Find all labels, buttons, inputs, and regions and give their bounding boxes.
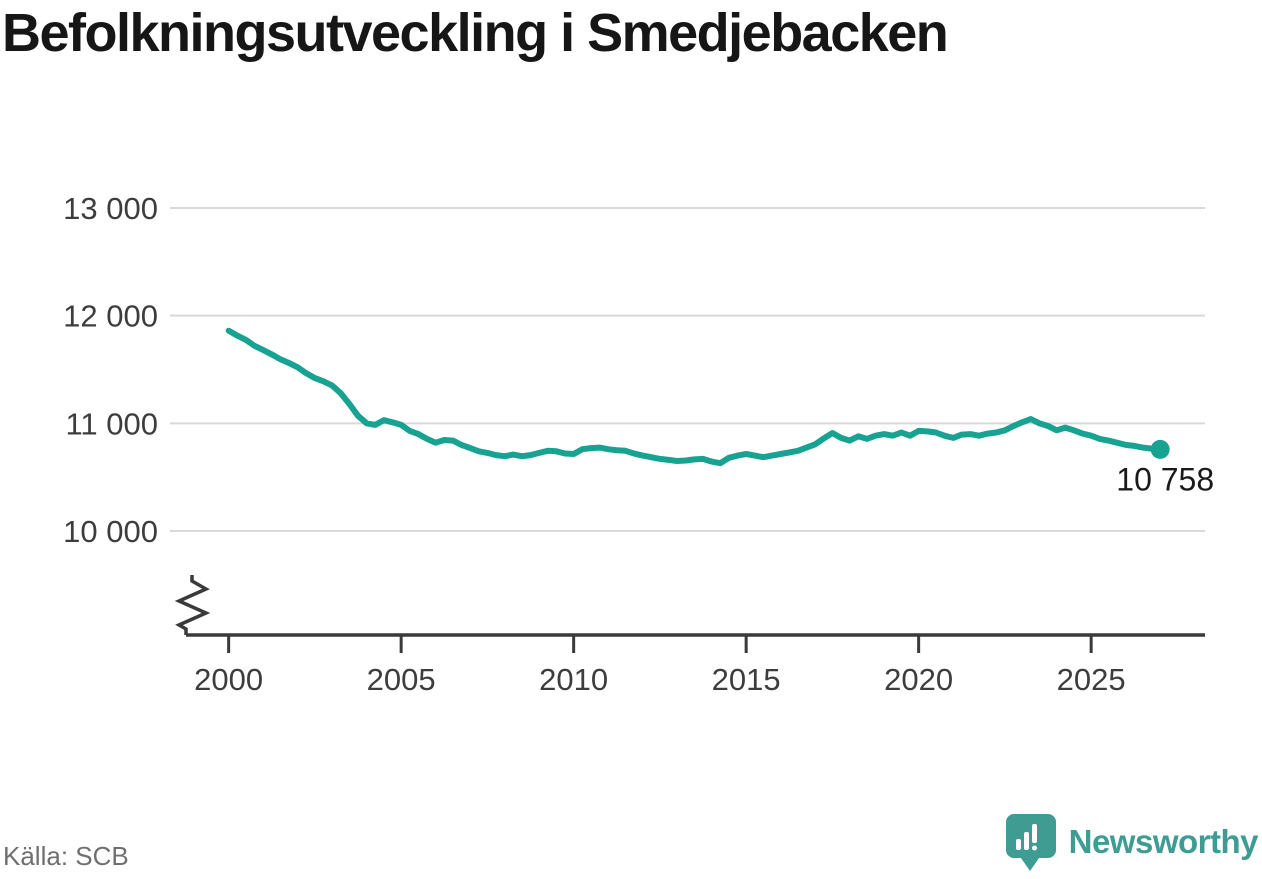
- speech-bubble-shape: [1005, 814, 1056, 871]
- x-tick-label: 2005: [367, 662, 436, 697]
- y-tick-label: 13 000: [63, 191, 158, 226]
- chart-title: Befolkningsutveckling i Smedjebacken: [2, 3, 949, 63]
- y-tick-label: 12 000: [63, 299, 158, 334]
- population-line: [225, 327, 1164, 467]
- bar-medium: [1023, 832, 1029, 850]
- exclamation-dot: [1031, 845, 1037, 851]
- y-tick-label: 10 000: [63, 514, 158, 549]
- source-label: Källa: SCB: [3, 841, 129, 871]
- bar-small: [1015, 839, 1021, 850]
- latest-point-marker: [1150, 439, 1170, 459]
- newsworthy-logo: Newsworthy: [1005, 813, 1259, 871]
- newsworthy-speech-bubble-bar-chart-icon: [1005, 814, 1056, 871]
- x-tick-label: 2020: [884, 662, 953, 697]
- x-tick-label: 2010: [539, 662, 608, 697]
- axis-break-zigzag-icon: [174, 575, 211, 635]
- exclamation-bar: [1031, 824, 1037, 843]
- x-tick-label: 2015: [712, 662, 781, 697]
- x-tick-label: 2000: [194, 662, 263, 697]
- population-line-chart: 10 000 11 000 12 000 13 000 2000 2005 2010 2015…: [63, 191, 1214, 697]
- x-tick-label: 2025: [1057, 662, 1126, 697]
- y-tick-label: 11 000: [65, 406, 158, 441]
- newsworthy-wordmark: Newsworthy: [1068, 823, 1259, 860]
- latest-value-label: 10 758: [1116, 461, 1214, 497]
